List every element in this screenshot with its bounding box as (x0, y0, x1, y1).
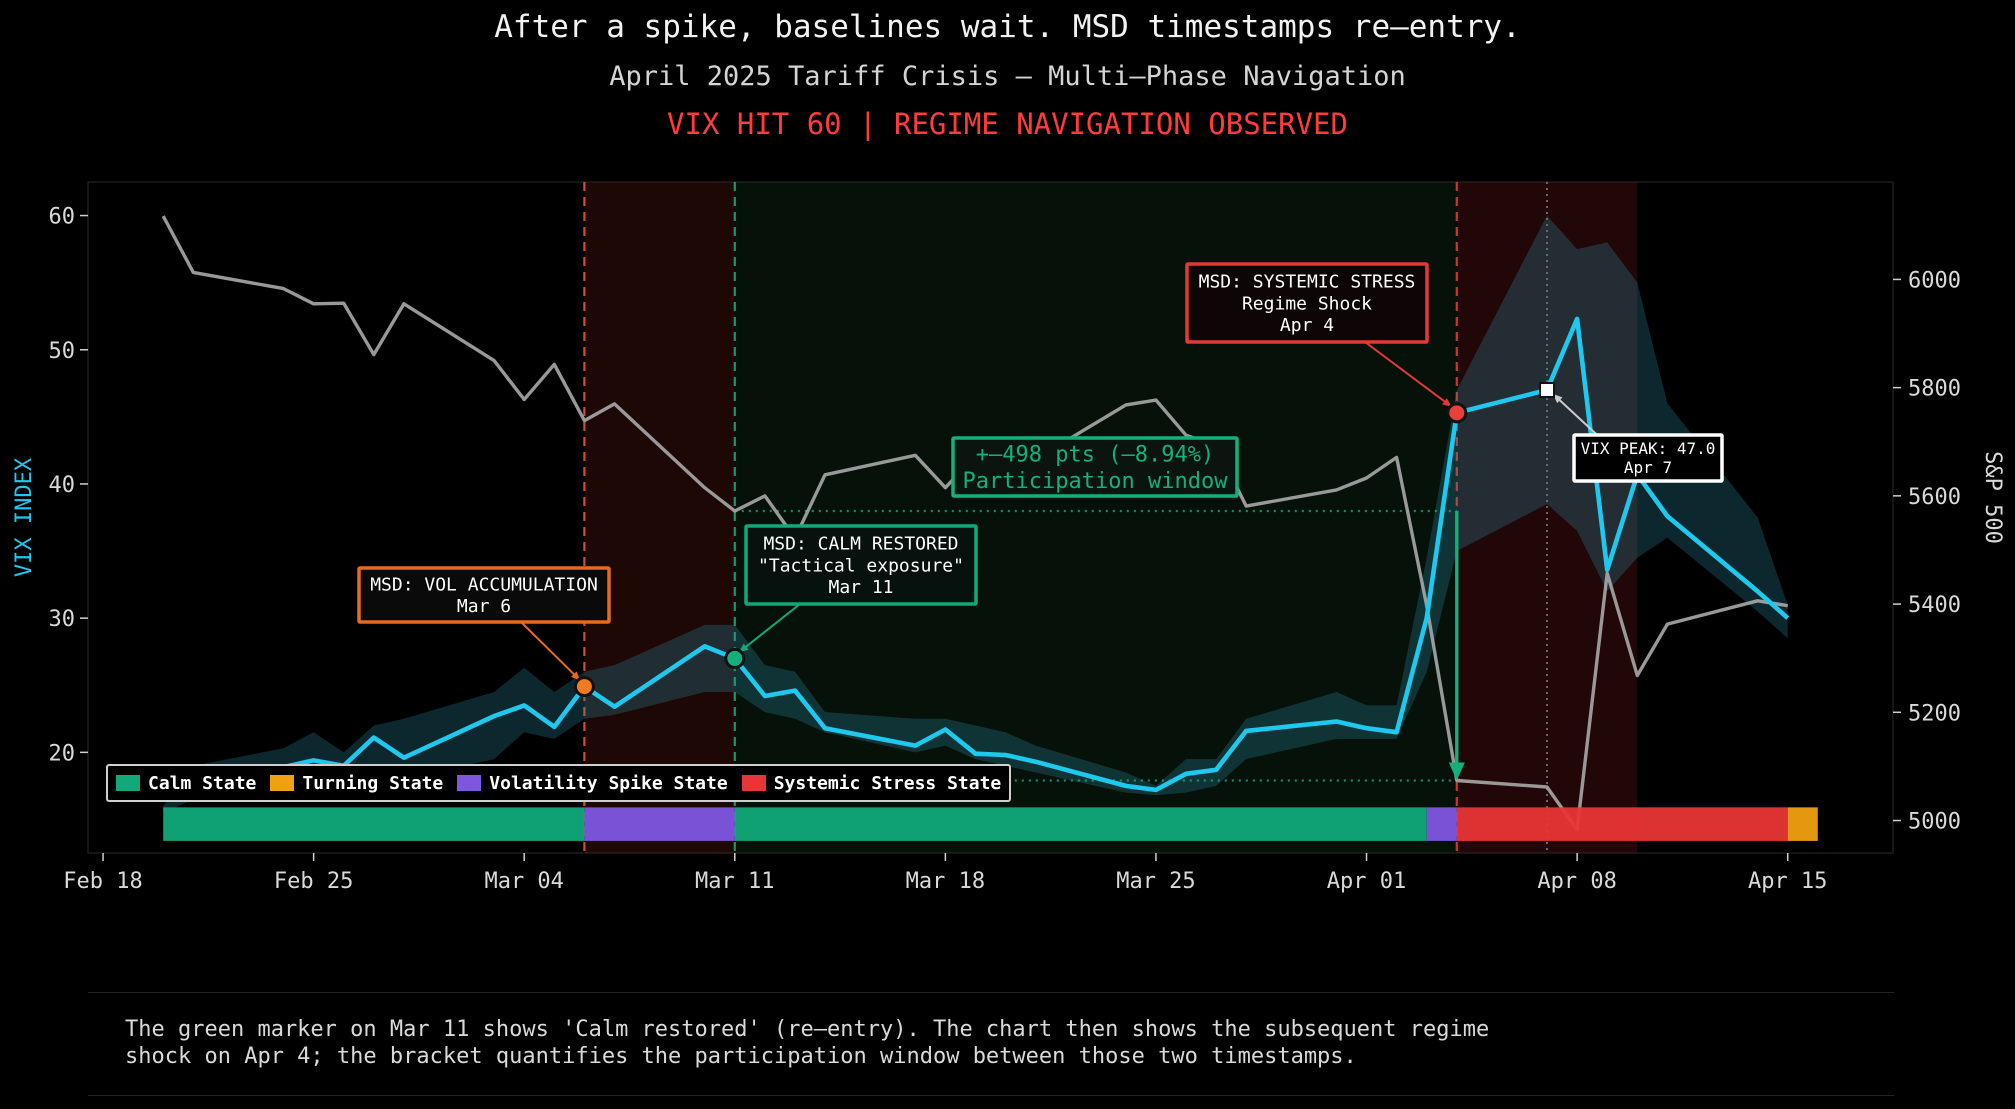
peak-annotation-frame (1572, 433, 1724, 483)
bracket-annotation-text: Participation window (963, 469, 1229, 494)
y2-tick-label: 6000 (1908, 268, 1961, 293)
regime-legend: Calm State Turning State Volatility Spike … (106, 764, 1012, 802)
legend-label: Volatility Spike State (489, 772, 728, 794)
x-tick-label: Apr 08 (1537, 869, 1616, 894)
y2-tick-label: 5400 (1908, 593, 1961, 618)
bracket-arrowhead (1448, 762, 1465, 781)
x-tick-label: Feb 18 (63, 869, 142, 894)
x-tick-label: Feb 25 (274, 869, 353, 894)
bracket-annotation-text: +–498 pts (–8.94%) (976, 443, 1214, 468)
caption-line: shock on Apr 4; the bracket quantifies t… (125, 1044, 1357, 1069)
legend-swatch (270, 775, 295, 791)
y-tick-label: 20 (49, 741, 76, 766)
stress-annotation-text: Apr 4 (1280, 315, 1334, 336)
caption: The green marker on Mar 11 shows 'Calm r… (88, 992, 1894, 1096)
calm-annotation: MSD: CALM RESTORED"Tactical exposure"Mar… (744, 524, 978, 606)
plot-area (87, 181, 1894, 854)
regime-bar-segment (734, 807, 1427, 841)
y2-tick-label: 5600 (1908, 485, 1961, 510)
calm-annotation-text: Mar 11 (828, 577, 893, 598)
legend-swatch (457, 775, 482, 791)
x-tick-label: Apr 15 (1748, 869, 1827, 894)
x-tick-label: Mar 04 (484, 869, 563, 894)
legend-label: Turning State (302, 772, 444, 794)
y-tick-label: 30 (49, 607, 76, 632)
stress-marker (1446, 402, 1468, 424)
regime-shade (584, 182, 735, 853)
y2-tick-label: 5000 (1908, 810, 1961, 835)
y-tick-label: 60 (49, 205, 76, 230)
y-tick-label: 40 (49, 473, 76, 498)
vol-pointer (520, 621, 582, 682)
peak-marker (1539, 382, 1556, 399)
x-tick-label: Mar 18 (906, 869, 985, 894)
regime-bar-segment (163, 807, 585, 841)
legend-item: Calm State (116, 773, 256, 794)
chart-subtitle: April 2025 Tariff Crisis — Multi–Phase N… (609, 61, 1406, 92)
x-tick-label: Mar 25 (1116, 869, 1195, 894)
y2-axis-label: S&P 500 (1980, 451, 2005, 544)
caption-line: The green marker on Mar 11 shows 'Calm r… (125, 1017, 1490, 1042)
legend-swatch (116, 775, 140, 791)
vix-spx-chart: Feb 18 Feb 25 Mar 04 Mar 11 Mar 18 Mar 25 Apr … (12, 181, 2005, 894)
y-tick-label: 50 (49, 339, 76, 364)
stress-annotation-text: MSD: SYSTEMIC STRESS (1199, 272, 1416, 293)
vix-confidence-band (163, 215, 1788, 813)
vol-annotation-text: MSD: VOL ACCUMULATION (370, 575, 598, 596)
peak-annotation-text: Apr 7 (1624, 458, 1672, 477)
peak-pointer-head (1553, 394, 1563, 404)
regime-bar-segment (1426, 807, 1457, 841)
regime-bar-segment (584, 807, 735, 841)
calm-annotation-text: "Tactical exposure" (758, 555, 964, 576)
legend-label: Calm State (148, 772, 257, 794)
stress-annotation-frame (1185, 262, 1429, 344)
stress-annotation-text: Regime Shock (1242, 293, 1372, 314)
legend-item: Turning State (270, 773, 443, 794)
legend-item: Systemic Stress State (741, 772, 1002, 794)
y2-tick-label: 5800 (1908, 377, 1961, 402)
vix-line (162, 316, 1790, 793)
chart-title: After a spike, baselines wait. MSD times… (494, 9, 1521, 45)
legend-label: Systemic Stress State (773, 772, 1002, 794)
vol-annotation-text: Mar 6 (457, 596, 511, 617)
legend-item: Volatility Spike State (457, 772, 728, 794)
x-tick-label: Apr 01 (1327, 869, 1406, 894)
calm-annotation-text: MSD: CALM RESTORED (763, 534, 958, 555)
peak-annotation-text: VIX PEAK: 47.0 (1581, 439, 1716, 458)
regime-bar-segment (1456, 807, 1788, 841)
vol-marker (573, 676, 595, 698)
calm-pointer (738, 603, 801, 654)
x-tick-label: Mar 11 (695, 869, 774, 894)
stress-pointer (1364, 341, 1453, 408)
legend-swatch (741, 775, 766, 791)
calm-marker (724, 647, 746, 669)
y-axis-label: VIX INDEX (12, 457, 37, 577)
y2-tick-label: 5200 (1908, 701, 1961, 726)
bracket-annotation-frame (951, 436, 1239, 498)
vol-annotation-frame (357, 566, 611, 624)
calm-annotation-frame (744, 524, 978, 606)
stress-pointer-head (1442, 398, 1452, 407)
bracket-annotation: +–498 pts (–8.94%)Participation window (951, 436, 1239, 498)
regime-bar-segment (1787, 807, 1818, 841)
alert-banner: VIX HIT 60 | REGIME NAVIGATION OBSERVED (667, 107, 1348, 141)
